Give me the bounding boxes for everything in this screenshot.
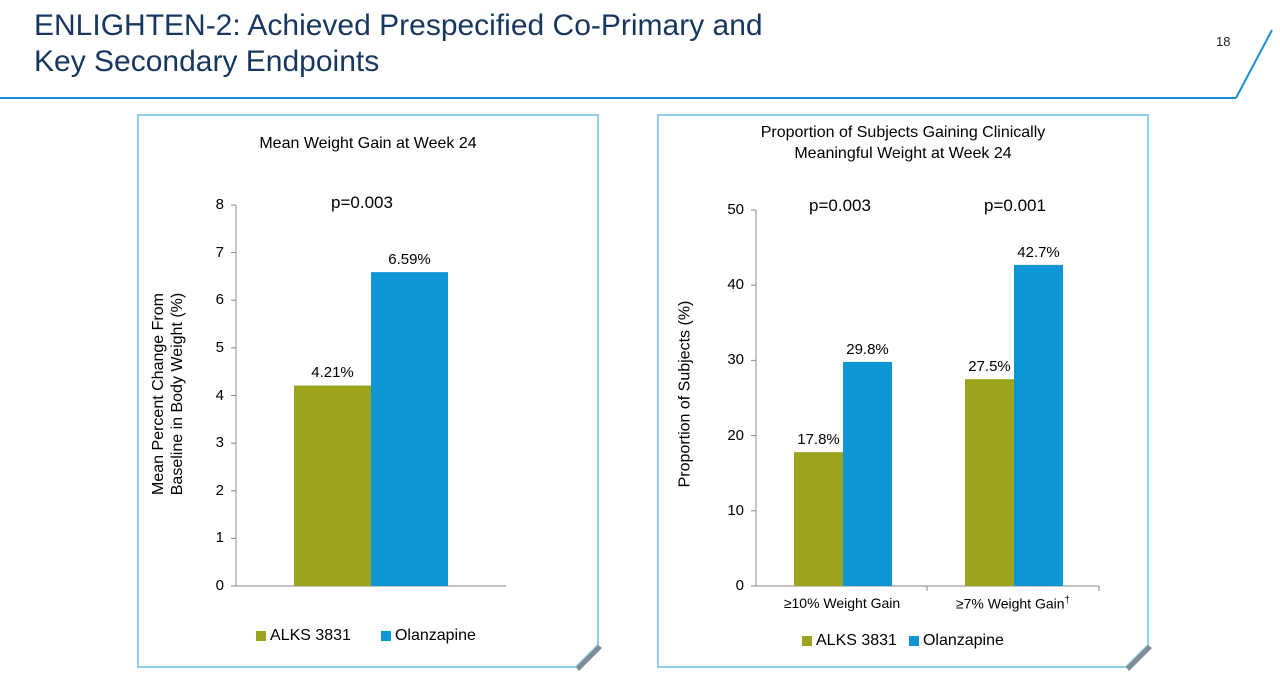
frame-shadow <box>1126 645 1152 671</box>
data-label: 17.8% <box>797 431 840 449</box>
y-tick-label: 1 <box>215 529 224 547</box>
legend-label-olanzapine: Olanzapine <box>922 632 1004 649</box>
p-value-annotation: p=0.001 <box>984 196 1046 215</box>
legend-swatch-olanzapine <box>908 636 919 646</box>
slide-title-line2: Key Secondary Endpoints <box>34 45 380 78</box>
y-tick-label: 7 <box>215 243 224 261</box>
chart-title: Mean Weight Gain at Week 24 <box>259 135 477 152</box>
weight-gain-plot <box>231 204 506 587</box>
y-tick-label: 20 <box>727 426 744 444</box>
y-tick-label: 8 <box>215 196 224 213</box>
legend: ALKS 3831 Olanzapine <box>256 627 476 645</box>
legend-swatch-alks <box>256 631 266 641</box>
chart-title-line1: Proportion of Subjects Gaining Clinicall… <box>760 124 1046 141</box>
alks-bar <box>794 452 843 586</box>
slide-title-line1: ENLIGHTEN-2: Achieved Prespecified Co-Pr… <box>34 9 763 42</box>
y-tick-label: 0 <box>735 577 744 594</box>
alks-bar <box>294 385 371 586</box>
data-label: 6.59% <box>388 251 431 269</box>
olanzapine-bar <box>1014 264 1063 586</box>
y-tick-label: 3 <box>215 434 224 452</box>
data-label: 4.21% <box>311 364 354 382</box>
y-tick-label: 50 <box>727 201 744 218</box>
p-value-annotation: p=0.003 <box>331 193 393 212</box>
y-tick-label: 5 <box>215 338 224 356</box>
legend-label-alks: ALKS 3831 <box>816 632 897 649</box>
y-tick-label: 10 <box>727 501 744 519</box>
y-tick-label: 0 <box>215 577 224 594</box>
legend-item-olanzapine: Olanzapine <box>380 627 476 645</box>
weight-gain-panel: Mean Weight Gain at Week 24 Mean Percent… <box>136 113 602 671</box>
olanzapine-bar <box>371 272 448 586</box>
proportion-panel: Proportion of Subjects Gaining Clinicall… <box>656 113 1152 671</box>
legend-swatch-olanzapine <box>380 631 391 641</box>
legend-label-olanzapine: Olanzapine <box>394 627 476 644</box>
p-value-annotation: p=0.003 <box>809 196 871 215</box>
olanzapine-bar <box>843 361 892 586</box>
category-label: ≥10% Weight Gain <box>783 595 901 611</box>
legend-item-olanzapine: Olanzapine <box>908 632 1004 650</box>
proportion-plot <box>751 209 1100 591</box>
chart-title: Proportion of Subjects Gaining Clinicall… <box>656 122 1150 164</box>
y-tick-label: 2 <box>215 481 224 499</box>
slide-title: ENLIGHTEN-2: Achieved Prespecified Co-Pr… <box>34 8 763 80</box>
page-number: 18 <box>1216 34 1231 49</box>
header-rule <box>0 97 1236 99</box>
y-tick-label: 30 <box>727 351 744 369</box>
frame-shadow <box>576 645 602 671</box>
legend-label-alks: ALKS 3831 <box>270 627 351 644</box>
legend-item-alks: ALKS 3831 <box>256 627 351 645</box>
y-tick-label: 6 <box>215 291 224 309</box>
alks-bar <box>965 379 1014 586</box>
data-label: 27.5% <box>968 358 1011 376</box>
chart-title-line2: Meaningful Weight at Week 24 <box>794 145 1012 162</box>
category-label: ≥7% Weight Gain† <box>955 595 1071 612</box>
legend-swatch-alks <box>802 636 812 646</box>
legend: ALKS 3831 Olanzapine <box>802 632 1004 650</box>
data-label: 42.7% <box>1017 243 1060 261</box>
header-slash <box>1235 29 1273 99</box>
data-label: 29.8% <box>846 340 889 358</box>
legend-item-alks: ALKS 3831 <box>802 632 897 650</box>
y-tick-label: 4 <box>215 386 224 404</box>
footnote-marker: † <box>1064 595 1071 606</box>
y-tick-label: 40 <box>727 276 744 294</box>
